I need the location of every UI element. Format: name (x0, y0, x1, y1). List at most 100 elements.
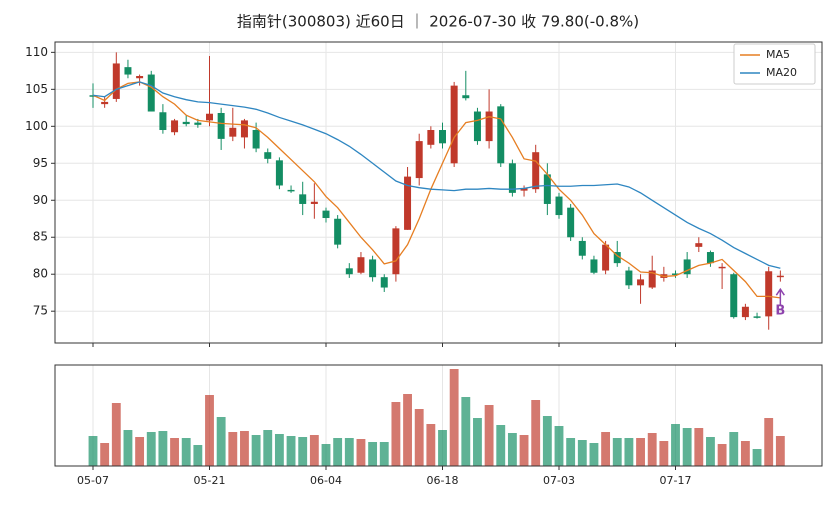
candle-body (439, 130, 446, 144)
candle-body (462, 95, 470, 99)
candle-body (206, 113, 213, 121)
candle-body (427, 130, 435, 145)
candle-body (765, 271, 773, 317)
volume-bar (752, 449, 762, 466)
volume-bar (717, 444, 727, 466)
volume-bar (729, 432, 739, 466)
candle-body (706, 252, 714, 264)
volume-bar (356, 439, 366, 466)
candle-body (310, 201, 318, 204)
candle-body (101, 101, 109, 105)
x-tick-label: 05-21 (194, 474, 226, 487)
volume-bar (135, 437, 145, 466)
volume-bar (740, 441, 750, 466)
candle-body (299, 194, 307, 204)
candle-body (567, 207, 575, 238)
volume-bar (473, 418, 482, 466)
x-tick-label: 05-07 (77, 474, 109, 487)
chart-title: 指南针(300803) 近60日 ｜ 2026-07-30 收 79.80(-0… (237, 13, 639, 31)
candle-body (287, 189, 295, 192)
volume-bar (193, 445, 203, 466)
legend-label: MA5 (766, 48, 790, 61)
volume-bar (181, 438, 191, 466)
candle-body (532, 152, 540, 190)
volume-bar (379, 442, 389, 466)
volume-bar (321, 444, 331, 466)
candle-body (136, 76, 144, 79)
volume-bar (170, 438, 179, 466)
buy-marker: B (775, 304, 785, 319)
y-tick-label: 110 (25, 45, 48, 59)
legend-box (733, 43, 816, 85)
volume-bar (566, 438, 576, 466)
ma-line (92, 81, 781, 299)
volume-bar (554, 426, 564, 466)
volume-bar (391, 402, 401, 466)
volume-bar (123, 430, 133, 466)
candle-body (240, 120, 248, 138)
volume-bar (146, 432, 156, 466)
candle-body (683, 259, 691, 275)
candle-body (112, 63, 120, 99)
candle-body (357, 257, 365, 273)
candle-body (147, 74, 155, 112)
candle-body (380, 277, 388, 288)
volume-bar (507, 433, 517, 466)
candle-body (613, 252, 621, 264)
volume-bar (216, 417, 226, 466)
x-tick-label: 07-03 (543, 474, 575, 487)
volume-bar (764, 418, 774, 466)
candle-body (602, 244, 610, 271)
candle-body (730, 274, 738, 318)
candle-body (450, 85, 458, 164)
plot-frame (54, 41, 823, 344)
volume-bar (671, 424, 680, 466)
volume-bar (577, 440, 587, 466)
volume-bar (88, 436, 98, 466)
candle-body (89, 95, 97, 97)
volume-bar (682, 428, 692, 466)
volume-bar (775, 436, 785, 466)
y-tick-label: 80 (33, 267, 48, 281)
candle-body (217, 112, 225, 139)
candle-body (159, 112, 167, 131)
candle-body (543, 174, 551, 204)
ma-line (92, 81, 781, 269)
candle-body (555, 196, 563, 216)
candle-body (473, 111, 481, 142)
volume-bar (263, 430, 273, 466)
volume-bar (251, 435, 261, 466)
buy-arrow (775, 287, 785, 306)
candle-body (182, 121, 190, 125)
candle-body (275, 160, 283, 186)
volume-bar (286, 436, 296, 466)
candle-body (776, 275, 784, 278)
candle-body (485, 111, 493, 142)
candle-body (264, 152, 272, 159)
volume-bar (274, 434, 284, 466)
candle-body (229, 127, 237, 137)
candle-body (508, 163, 516, 193)
candle-body (171, 120, 179, 133)
x-tick-label: 06-18 (427, 474, 459, 487)
volume-bar (228, 432, 238, 466)
candle-body (590, 259, 598, 273)
candle-body (625, 270, 633, 286)
volume-bar (403, 394, 412, 466)
candle-body (345, 268, 353, 275)
x-tick-label: 07-17 (660, 474, 692, 487)
candle-body (322, 210, 330, 219)
volume-bar (636, 438, 645, 466)
volume-bar (368, 442, 378, 466)
volume-bar (496, 425, 506, 466)
y-tick-label: 105 (25, 82, 48, 96)
volume-bar (461, 397, 471, 466)
volume-bar (706, 437, 715, 466)
y-tick-label: 100 (25, 119, 48, 133)
candle-body (637, 279, 645, 286)
candle-body (648, 270, 656, 288)
volume-bar (205, 395, 214, 466)
volume-bar (624, 438, 634, 466)
candle-body (415, 141, 423, 179)
